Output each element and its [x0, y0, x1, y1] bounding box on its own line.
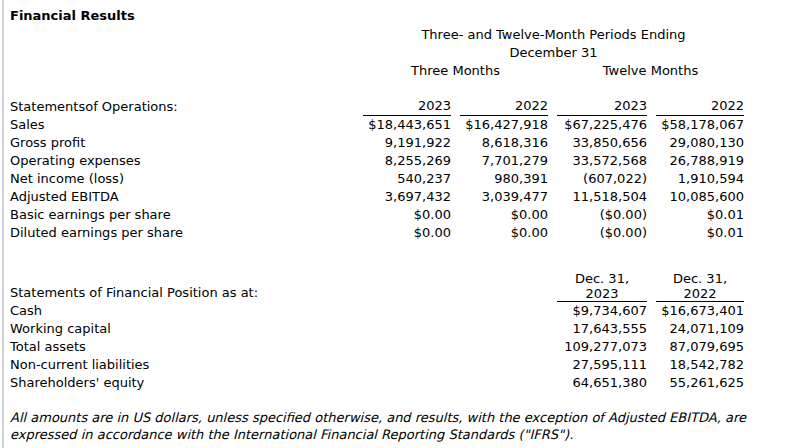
cell-value: $67,225,476 [557, 116, 647, 134]
table-row: Shareholders' equity 64,651,380 55,261,6… [10, 374, 744, 392]
page-content: Financial Results Three- and Twelve-Mont… [0, 0, 798, 443]
year-header: 2023 [363, 97, 451, 116]
position-section-label: Statements of Financial Position as at: [10, 271, 548, 302]
cell-value: $9,734,607 [557, 302, 647, 320]
cell-value: 109,277,073 [557, 338, 647, 356]
column-header-line1: Dec. 31, [656, 271, 744, 286]
year-header: 2022 [460, 97, 548, 116]
cell-value: $0.00 [460, 224, 548, 242]
group-header-row: Three Months Twelve Months [10, 62, 744, 80]
column-header-line2: 2022 [656, 286, 744, 301]
table-row: Adjusted EBITDA 3,697,432 3,039,477 11,5… [10, 188, 744, 206]
cell-value: 980,391 [460, 170, 548, 188]
table-row: Sales $18,443,651 $16,427,918 $67,225,47… [10, 116, 744, 134]
row-label: Cash [10, 302, 548, 320]
cell-value: $0.00 [460, 206, 548, 224]
cell-value: 27,595,111 [557, 356, 647, 374]
group-header-three-months: Three Months [363, 62, 548, 80]
row-label: Operating expenses [10, 152, 354, 170]
cell-value: $0.00 [363, 224, 451, 242]
year-header: 2023 [557, 97, 647, 116]
cell-value: 26,788,919 [656, 152, 744, 170]
table-row: Working capital 17,643,555 24,071,109 [10, 320, 744, 338]
operations-section-label: Statementsof Operations: [10, 97, 354, 116]
cell-value: 29,080,130 [656, 134, 744, 152]
cell-value: 7,701,279 [460, 152, 548, 170]
row-label: Sales [10, 116, 354, 134]
financial-results-page: Financial Results Three- and Twelve-Mont… [0, 0, 798, 448]
cell-value: 55,261,625 [656, 374, 744, 392]
year-header: 2022 [656, 97, 744, 116]
row-label: Working capital [10, 320, 548, 338]
cell-value: 9,191,922 [363, 134, 451, 152]
cell-value: 17,643,555 [557, 320, 647, 338]
table-row: Non-current liabilities 27,595,111 18,54… [10, 356, 744, 374]
row-label: Basic earnings per share [10, 206, 354, 224]
table-row: Diluted earnings per share $0.00 $0.00 (… [10, 224, 744, 242]
left-border-rule [2, 0, 4, 448]
column-header-dec31-2023: Dec. 31, 2023 [557, 271, 647, 302]
cell-value: (607,022) [557, 170, 647, 188]
page-title: Financial Results [10, 8, 798, 23]
cell-value: 87,079,695 [656, 338, 744, 356]
financial-position-table: Statements of Financial Position as at: … [1, 271, 753, 392]
cell-value: 3,697,432 [363, 188, 451, 206]
cell-value: 1,910,594 [656, 170, 744, 188]
spacer-row [10, 80, 744, 97]
row-label: Total assets [10, 338, 548, 356]
cell-value: $18,443,651 [363, 116, 451, 134]
period-header-row-1: Three- and Twelve-Month Periods Ending [10, 26, 744, 44]
cell-value: 11,518,504 [557, 188, 647, 206]
row-label: Non-current liabilities [10, 356, 548, 374]
row-label: Shareholders' equity [10, 374, 548, 392]
operations-table: Three- and Twelve-Month Periods Ending D… [1, 26, 753, 242]
row-label: Net income (loss) [10, 170, 354, 188]
cell-value: $58,178,067 [656, 116, 744, 134]
table-row: Basic earnings per share $0.00 $0.00 ($0… [10, 206, 744, 224]
cell-value: $0.01 [656, 224, 744, 242]
row-label: Diluted earnings per share [10, 224, 354, 242]
column-header-line1: Dec. 31, [557, 271, 647, 286]
cell-value: 540,237 [363, 170, 451, 188]
row-label: Gross profit [10, 134, 354, 152]
period-header-row-2: December 31 [10, 44, 744, 62]
cell-value: 8,618,316 [460, 134, 548, 152]
footnote: All amounts are in US dollars, unless sp… [10, 409, 752, 443]
year-header-row: Statementsof Operations: 2023 2022 2023 … [10, 97, 744, 116]
group-header-twelve-months: Twelve Months [557, 62, 744, 80]
period-header-line1: Three- and Twelve-Month Periods Ending [363, 26, 744, 44]
cell-value: ($0.00) [557, 224, 647, 242]
table-row: Net income (loss) 540,237 980,391 (607,0… [10, 170, 744, 188]
cell-value: $0.00 [363, 206, 451, 224]
cell-value: 8,255,269 [363, 152, 451, 170]
table-row: Total assets 109,277,073 87,079,695 [10, 338, 744, 356]
cell-value: 33,572,568 [557, 152, 647, 170]
column-header-dec31-2022: Dec. 31, 2022 [656, 271, 744, 302]
cell-value: 18,542,782 [656, 356, 744, 374]
table-row: Gross profit 9,191,922 8,618,316 33,850,… [10, 134, 744, 152]
cell-value: 24,071,109 [656, 320, 744, 338]
table-row: Cash $9,734,607 $16,673,401 [10, 302, 744, 320]
period-header-line2: December 31 [363, 44, 744, 62]
cell-value: 64,651,380 [557, 374, 647, 392]
cell-value: 3,039,477 [460, 188, 548, 206]
column-header-line2: 2023 [557, 286, 647, 301]
cell-value: $16,673,401 [656, 302, 744, 320]
position-header-row: Statements of Financial Position as at: … [10, 271, 744, 302]
cell-value: $16,427,918 [460, 116, 548, 134]
cell-value: ($0.00) [557, 206, 647, 224]
table-row: Operating expenses 8,255,269 7,701,279 3… [10, 152, 744, 170]
cell-value: $0.01 [656, 206, 744, 224]
row-label: Adjusted EBITDA [10, 188, 354, 206]
cell-value: 33,850,656 [557, 134, 647, 152]
cell-value: 10,085,600 [656, 188, 744, 206]
